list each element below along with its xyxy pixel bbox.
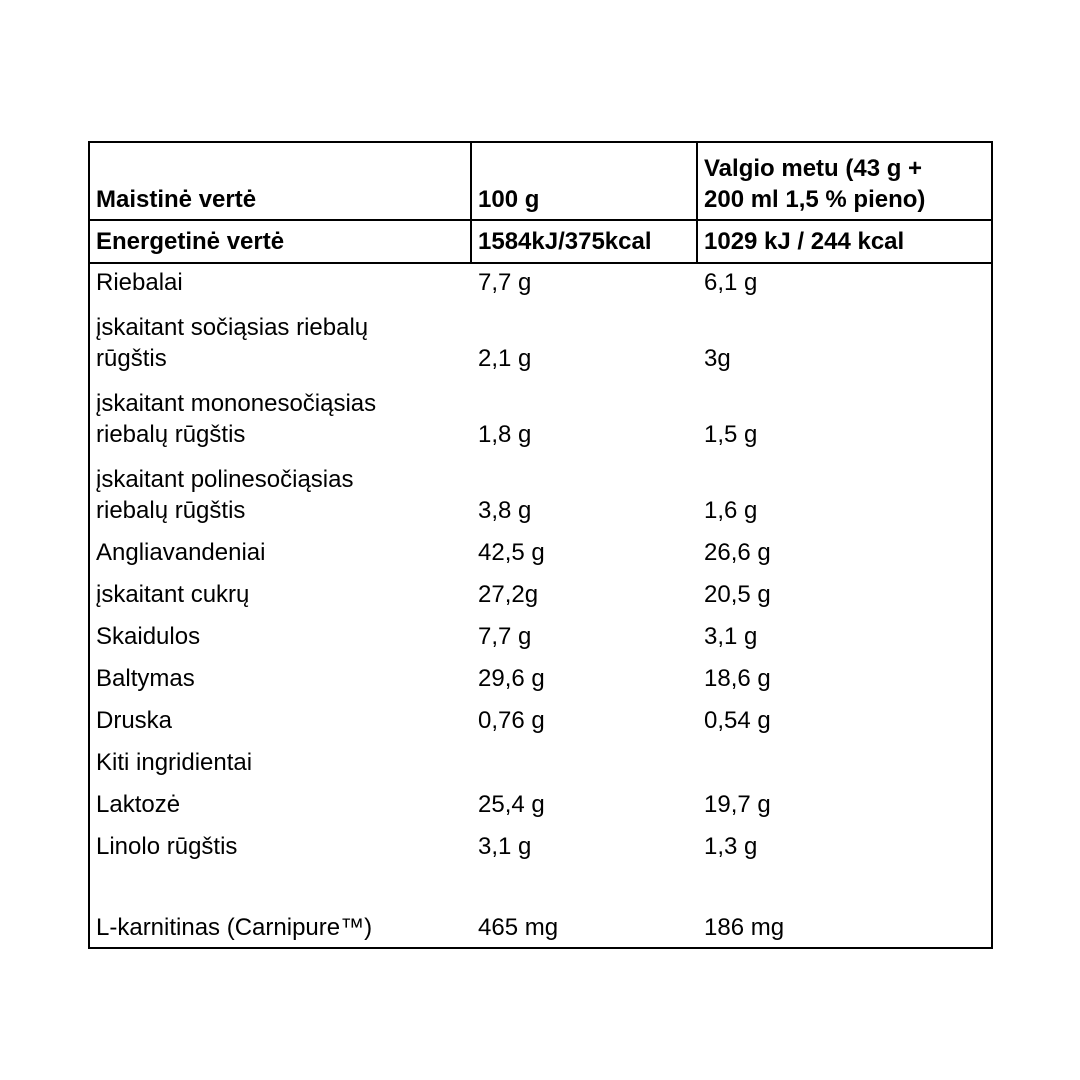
table-row: Riebalai 7,7 g 6,1 g	[90, 264, 991, 302]
nutrient-label: Kiti ingridientai	[96, 749, 253, 776]
header-per-100g-label: 100 g	[478, 186, 540, 213]
table-row: įskaitant polinesočiąsias riebalų rūgšti…	[90, 454, 991, 530]
per-serving-value: 19,7 g	[704, 791, 771, 818]
table-row: Laktozė 25,4 g 19,7 g	[90, 782, 991, 824]
per-100g-value: 0,76 g	[478, 707, 545, 734]
energy-per-100g-cell: 1584kJ/375kcal	[472, 221, 698, 262]
per-serving-value: 1,3 g	[704, 833, 758, 860]
nutrient-label-line2: riebalų rūgštis	[96, 421, 246, 448]
nutrient-label: Laktozė	[96, 791, 181, 818]
nutrient-label: Baltymas	[96, 665, 195, 692]
nutrient-label-line1: įskaitant sočiąsias riebalų	[96, 314, 369, 341]
per-serving-value: 6,1 g	[704, 269, 758, 296]
energy-label-cell: Energetinė vertė	[90, 221, 472, 262]
nutrition-table: Maistinė vertė 100 g Valgio metu (43 g +…	[88, 141, 993, 949]
energy-per-serving: 1029 kJ / 244 kcal	[704, 228, 905, 255]
energy-per-100g: 1584kJ/375kcal	[478, 228, 652, 255]
per-serving-value: 1,6 g	[704, 497, 758, 524]
per-serving-value: 3g	[704, 345, 731, 372]
table-row: įskaitant sočiąsias riebalų rūgštis 2,1 …	[90, 302, 991, 378]
nutrient-label: Skaidulos	[96, 623, 201, 650]
nutrient-label-line1: įskaitant polinesočiąsias	[96, 466, 354, 493]
table-row: Baltymas 29,6 g 18,6 g	[90, 656, 991, 698]
per-serving-value: 18,6 g	[704, 665, 771, 692]
table-row: Druska 0,76 g 0,54 g	[90, 698, 991, 740]
table-row: įskaitant mononesočiąsias riebalų rūgšti…	[90, 378, 991, 454]
per-100g-value: 29,6 g	[478, 665, 545, 692]
header-per-serving-line2: 200 ml 1,5 % pieno)	[704, 186, 926, 213]
table-row: Linolo rūgštis 3,1 g 1,3 g	[90, 824, 991, 866]
energy-label: Energetinė vertė	[96, 228, 285, 255]
table-row: Kiti ingridientai	[90, 740, 991, 782]
nutrient-label-line1: įskaitant mononesočiąsias	[96, 390, 377, 417]
per-100g-value: 27,2g	[478, 581, 539, 608]
per-100g-value: 1,8 g	[478, 421, 532, 448]
per-serving-value: 0,54 g	[704, 707, 771, 734]
per-100g-value: 7,7 g	[478, 623, 532, 650]
per-serving-value: 1,5 g	[704, 421, 758, 448]
energy-row: Energetinė vertė 1584kJ/375kcal 1029 kJ …	[90, 221, 991, 264]
table-row: L-karnitinas (Carnipure™) 465 mg 186 mg	[90, 866, 991, 947]
nutrient-label: Druska	[96, 707, 173, 734]
per-serving-value: 186 mg	[704, 914, 785, 941]
nutrient-label: įskaitant cukrų	[96, 581, 250, 608]
per-100g-value: 3,1 g	[478, 833, 532, 860]
table-row: Skaidulos 7,7 g 3,1 g	[90, 614, 991, 656]
energy-per-serving-cell: 1029 kJ / 244 kcal	[698, 221, 991, 262]
header-per-serving-line1: Valgio metu (43 g +	[704, 155, 923, 182]
table-row: įskaitant cukrų 27,2g 20,5 g	[90, 572, 991, 614]
per-100g-value: 2,1 g	[478, 345, 532, 372]
per-serving-value: 20,5 g	[704, 581, 771, 608]
per-serving-value: 26,6 g	[704, 539, 771, 566]
per-100g-value: 42,5 g	[478, 539, 545, 566]
nutrient-label: Riebalai	[96, 269, 183, 296]
nutrient-label-line2: rūgštis	[96, 345, 167, 372]
per-100g-value: 465 mg	[478, 914, 559, 941]
nutrient-label: Angliavandeniai	[96, 539, 266, 566]
per-100g-value: 25,4 g	[478, 791, 545, 818]
nutrient-label: Linolo rūgštis	[96, 833, 238, 860]
nutrient-label-line2: riebalų rūgštis	[96, 497, 246, 524]
header-per-serving-column: Valgio metu (43 g + 200 ml 1,5 % pieno)	[698, 143, 991, 219]
header-nutrient-column: Maistinė vertė	[90, 143, 472, 219]
header-per-100g-column: 100 g	[472, 143, 698, 219]
per-100g-value: 3,8 g	[478, 497, 532, 524]
nutrient-label: L-karnitinas (Carnipure™)	[96, 914, 373, 941]
per-serving-value: 3,1 g	[704, 623, 758, 650]
per-100g-value: 7,7 g	[478, 269, 532, 296]
table-row: Angliavandeniai 42,5 g 26,6 g	[90, 530, 991, 572]
table-header-row: Maistinė vertė 100 g Valgio metu (43 g +…	[90, 143, 991, 221]
header-nutrient-label: Maistinė vertė	[96, 186, 257, 213]
